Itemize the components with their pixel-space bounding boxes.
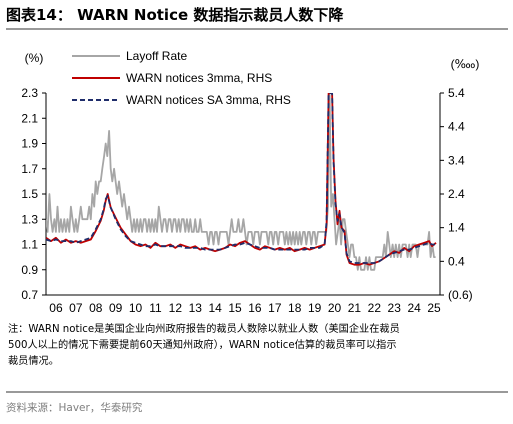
left-tick-label: 2.3 bbox=[21, 86, 38, 100]
left-tick-label: 1.9 bbox=[21, 137, 38, 151]
x-tick-label: 15 bbox=[228, 301, 242, 315]
x-tick-label: 10 bbox=[129, 301, 143, 315]
plot-area: 2.3 2.1 1.9 1.7 1.5 1.3 1.1 0.9 0.7 5.4 4.4 3.4 2.4 1… bbox=[21, 86, 472, 315]
series-warn-notices bbox=[46, 93, 437, 266]
x-tick-label: 14 bbox=[208, 301, 222, 315]
x-tick-label: 07 bbox=[69, 301, 83, 315]
x-tick-label: 25 bbox=[427, 301, 441, 315]
right-tick-label: 1.4 bbox=[448, 221, 465, 235]
figure-title: 图表14： WARN Notice 数据指示裁员人数下降 bbox=[6, 6, 344, 24]
x-tick-label: 17 bbox=[268, 301, 282, 315]
x-tick-label: 13 bbox=[189, 301, 203, 315]
left-axis-unit: (%) bbox=[25, 51, 44, 65]
series-warn-notices-sa bbox=[46, 93, 436, 264]
x-tick-label: 08 bbox=[89, 301, 103, 315]
note-line: 500人以上的情况下需要提前60天通知州政府），WARN notice估算的裁员… bbox=[8, 338, 397, 351]
right-tick-label: 4.4 bbox=[448, 120, 465, 134]
right-tick-label: 0.4 bbox=[448, 254, 465, 268]
left-tick-label: 0.9 bbox=[21, 263, 38, 277]
right-axis-unit: (‱) bbox=[451, 57, 480, 71]
note-line: 注：WARN notice是美国企业向州政府报告的裁员人数除以就业人数（美国企业… bbox=[8, 322, 400, 335]
x-tick-label: 16 bbox=[248, 301, 262, 315]
x-tick-label: 21 bbox=[348, 301, 362, 315]
left-tick-label: 1.3 bbox=[21, 212, 38, 226]
x-tick-label: 12 bbox=[169, 301, 183, 315]
left-tick-label: 2.1 bbox=[21, 111, 38, 125]
x-tick-label: 11 bbox=[149, 301, 162, 315]
x-tick-label: 19 bbox=[308, 301, 322, 315]
x-tick-label: 09 bbox=[109, 301, 123, 315]
legend-label: WARN notices 3mma, RHS bbox=[126, 71, 272, 85]
note: 注：WARN notice是美国企业向州政府报告的裁员人数除以就业人数（美国企业… bbox=[8, 322, 400, 367]
legend-label: Layoff Rate bbox=[126, 49, 187, 63]
right-tick-label: 3.4 bbox=[448, 153, 465, 167]
right-tick-label: 2.4 bbox=[448, 187, 465, 201]
left-tick-label: 1.7 bbox=[21, 162, 38, 176]
note-line: 裁员情况。 bbox=[8, 354, 59, 367]
left-tick-label: 0.7 bbox=[21, 288, 38, 302]
x-tick-label: 06 bbox=[49, 301, 63, 315]
left-tick-label: 1.1 bbox=[21, 238, 38, 252]
legend-label: WARN notices SA 3mma, RHS bbox=[126, 93, 291, 107]
x-tick-label: 22 bbox=[368, 301, 382, 315]
x-tick-label: 23 bbox=[388, 301, 402, 315]
right-tick-label: 5.4 bbox=[448, 86, 465, 100]
left-tick-label: 1.5 bbox=[21, 187, 38, 201]
x-tick-label: 18 bbox=[288, 301, 302, 315]
legend: Layoff Rate WARN notices 3mma, RHS WARN no… bbox=[72, 49, 291, 107]
source-text: 资料来源：Haver，华泰研究 bbox=[6, 401, 143, 414]
x-tick-label: 24 bbox=[407, 301, 421, 315]
series-layoff-rate bbox=[46, 93, 436, 271]
x-tick-label: 20 bbox=[328, 301, 342, 315]
right-tick-label: (0.6) bbox=[448, 288, 473, 302]
